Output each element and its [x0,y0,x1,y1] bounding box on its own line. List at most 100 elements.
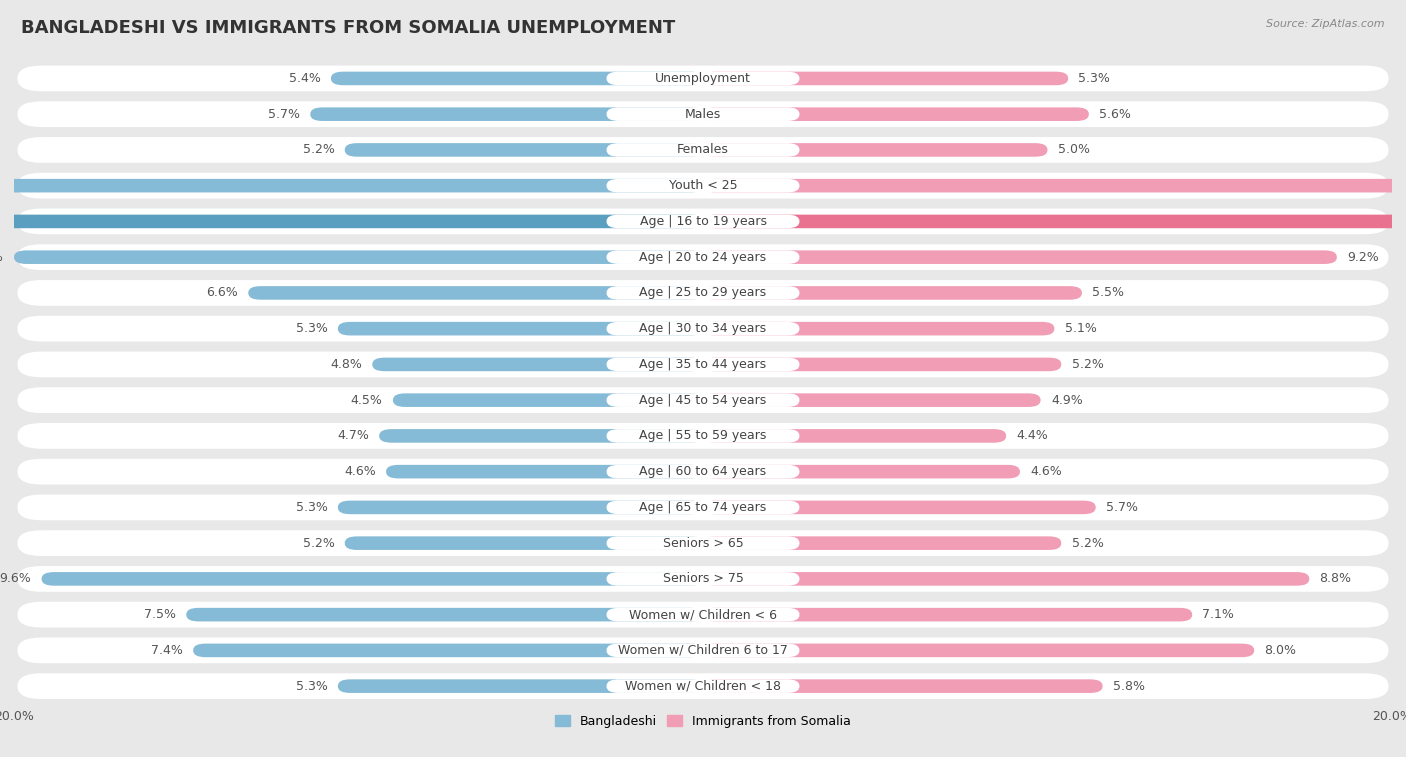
Text: Males: Males [685,107,721,120]
FancyBboxPatch shape [703,679,1102,693]
FancyBboxPatch shape [14,251,703,264]
Text: 8.8%: 8.8% [1320,572,1351,585]
FancyBboxPatch shape [703,251,1337,264]
FancyBboxPatch shape [17,673,1389,699]
FancyBboxPatch shape [606,322,800,335]
Text: Age | 35 to 44 years: Age | 35 to 44 years [640,358,766,371]
FancyBboxPatch shape [606,643,800,657]
FancyBboxPatch shape [703,286,1083,300]
Text: 4.6%: 4.6% [1031,465,1062,478]
FancyBboxPatch shape [17,637,1389,663]
Text: 5.4%: 5.4% [288,72,321,85]
Text: 7.5%: 7.5% [143,608,176,621]
FancyBboxPatch shape [703,107,1088,121]
FancyBboxPatch shape [17,566,1389,592]
Text: 5.8%: 5.8% [1114,680,1144,693]
Text: Women w/ Children < 18: Women w/ Children < 18 [626,680,780,693]
Text: Age | 60 to 64 years: Age | 60 to 64 years [640,465,766,478]
Text: 5.6%: 5.6% [1099,107,1130,120]
FancyBboxPatch shape [606,679,800,693]
FancyBboxPatch shape [606,143,800,157]
FancyBboxPatch shape [17,137,1389,163]
FancyBboxPatch shape [703,572,1309,586]
FancyBboxPatch shape [703,500,1095,514]
Text: 5.3%: 5.3% [295,501,328,514]
FancyBboxPatch shape [606,72,800,86]
FancyBboxPatch shape [703,322,1054,335]
FancyBboxPatch shape [249,286,703,300]
Text: 9.2%: 9.2% [1347,251,1379,263]
FancyBboxPatch shape [337,500,703,514]
FancyBboxPatch shape [703,394,1040,407]
FancyBboxPatch shape [17,531,1389,556]
FancyBboxPatch shape [0,179,703,192]
Text: Age | 30 to 34 years: Age | 30 to 34 years [640,322,766,335]
Text: 10.0%: 10.0% [0,251,4,263]
Text: Women w/ Children 6 to 17: Women w/ Children 6 to 17 [619,644,787,657]
FancyBboxPatch shape [17,351,1389,377]
FancyBboxPatch shape [337,679,703,693]
Text: 5.3%: 5.3% [295,322,328,335]
Text: Age | 20 to 24 years: Age | 20 to 24 years [640,251,766,263]
FancyBboxPatch shape [606,537,800,550]
FancyBboxPatch shape [17,280,1389,306]
FancyBboxPatch shape [330,72,703,86]
FancyBboxPatch shape [606,500,800,514]
FancyBboxPatch shape [703,215,1406,228]
Text: 4.4%: 4.4% [1017,429,1049,442]
Text: Females: Females [678,143,728,157]
Text: 5.2%: 5.2% [302,143,335,157]
Text: Seniors > 65: Seniors > 65 [662,537,744,550]
FancyBboxPatch shape [17,66,1389,92]
FancyBboxPatch shape [606,107,800,121]
FancyBboxPatch shape [703,72,1069,86]
FancyBboxPatch shape [703,537,1062,550]
FancyBboxPatch shape [186,608,703,621]
Text: 5.7%: 5.7% [269,107,299,120]
Text: 6.6%: 6.6% [207,286,238,300]
FancyBboxPatch shape [17,101,1389,127]
FancyBboxPatch shape [17,173,1389,198]
FancyBboxPatch shape [703,429,1007,443]
Text: Age | 25 to 29 years: Age | 25 to 29 years [640,286,766,300]
FancyBboxPatch shape [17,388,1389,413]
FancyBboxPatch shape [380,429,703,443]
Text: Source: ZipAtlas.com: Source: ZipAtlas.com [1267,19,1385,29]
Text: 7.4%: 7.4% [150,644,183,657]
Text: 4.7%: 4.7% [337,429,368,442]
FancyBboxPatch shape [394,394,703,407]
Text: BANGLADESHI VS IMMIGRANTS FROM SOMALIA UNEMPLOYMENT: BANGLADESHI VS IMMIGRANTS FROM SOMALIA U… [21,19,675,37]
Text: 4.8%: 4.8% [330,358,361,371]
Text: Age | 45 to 54 years: Age | 45 to 54 years [640,394,766,407]
Text: Seniors > 75: Seniors > 75 [662,572,744,585]
FancyBboxPatch shape [42,572,703,586]
Text: 4.6%: 4.6% [344,465,375,478]
Text: 5.2%: 5.2% [1071,537,1104,550]
FancyBboxPatch shape [344,537,703,550]
FancyBboxPatch shape [703,643,1254,657]
Text: 8.0%: 8.0% [1264,644,1296,657]
FancyBboxPatch shape [0,215,703,228]
FancyBboxPatch shape [337,322,703,335]
FancyBboxPatch shape [606,429,800,443]
FancyBboxPatch shape [344,143,703,157]
FancyBboxPatch shape [703,608,1192,621]
FancyBboxPatch shape [17,494,1389,520]
Text: Age | 16 to 19 years: Age | 16 to 19 years [640,215,766,228]
Text: 4.9%: 4.9% [1050,394,1083,407]
FancyBboxPatch shape [17,208,1389,235]
FancyBboxPatch shape [606,572,800,586]
FancyBboxPatch shape [606,394,800,407]
FancyBboxPatch shape [606,465,800,478]
Text: 5.7%: 5.7% [1107,501,1137,514]
Text: 7.1%: 7.1% [1202,608,1234,621]
Text: 5.3%: 5.3% [1078,72,1111,85]
FancyBboxPatch shape [17,316,1389,341]
Text: 5.0%: 5.0% [1057,143,1090,157]
Text: Age | 65 to 74 years: Age | 65 to 74 years [640,501,766,514]
FancyBboxPatch shape [606,215,800,228]
FancyBboxPatch shape [193,643,703,657]
FancyBboxPatch shape [703,143,1047,157]
FancyBboxPatch shape [17,459,1389,484]
Text: 5.2%: 5.2% [1071,358,1104,371]
